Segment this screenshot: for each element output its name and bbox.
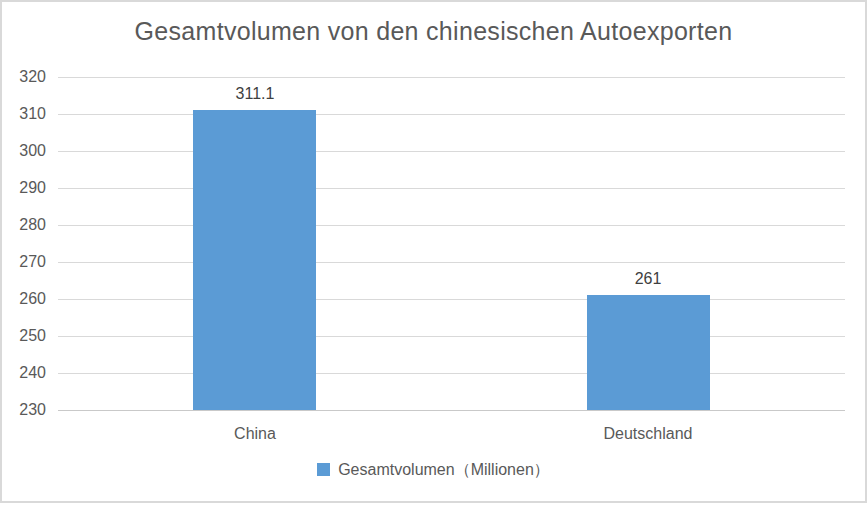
y-axis-tick-label: 290 — [0, 178, 46, 197]
chart-title: Gesamtvolumen von den chinesischen Autoe… — [0, 17, 867, 46]
gridline — [58, 373, 845, 374]
gridline — [58, 77, 845, 78]
x-axis-category-label: China — [155, 424, 355, 443]
bar-deutschland — [587, 295, 710, 410]
legend-marker-icon — [317, 463, 330, 476]
y-axis-tick-label: 250 — [0, 326, 46, 345]
legend-label: Gesamtvolumen（Millionen） — [338, 460, 550, 479]
y-axis-tick-label: 310 — [0, 104, 46, 123]
chart-screen: Gesamtvolumen von den chinesischen Autoe… — [0, 0, 867, 507]
bar-value-label: 311.1 — [195, 84, 315, 103]
gridline — [58, 151, 845, 152]
y-axis-tick-label: 320 — [0, 67, 46, 86]
legend: Gesamtvolumen（Millionen） — [0, 460, 867, 479]
bar-value-label: 261 — [588, 269, 708, 288]
gridline — [58, 114, 845, 115]
bar-china — [193, 110, 316, 410]
x-axis-category-label: Deutschland — [548, 424, 748, 443]
y-axis-tick-label: 270 — [0, 252, 46, 271]
gridline — [58, 262, 845, 263]
y-axis-tick-label: 280 — [0, 215, 46, 234]
gridline — [58, 188, 845, 189]
y-axis-tick-label: 260 — [0, 289, 46, 308]
y-axis-tick-label: 230 — [0, 400, 46, 419]
y-axis-tick-label: 300 — [0, 141, 46, 160]
gridline — [58, 299, 845, 300]
y-axis-tick-label: 240 — [0, 363, 46, 382]
gridline — [58, 336, 845, 337]
gridline — [58, 410, 845, 411]
gridline — [58, 225, 845, 226]
